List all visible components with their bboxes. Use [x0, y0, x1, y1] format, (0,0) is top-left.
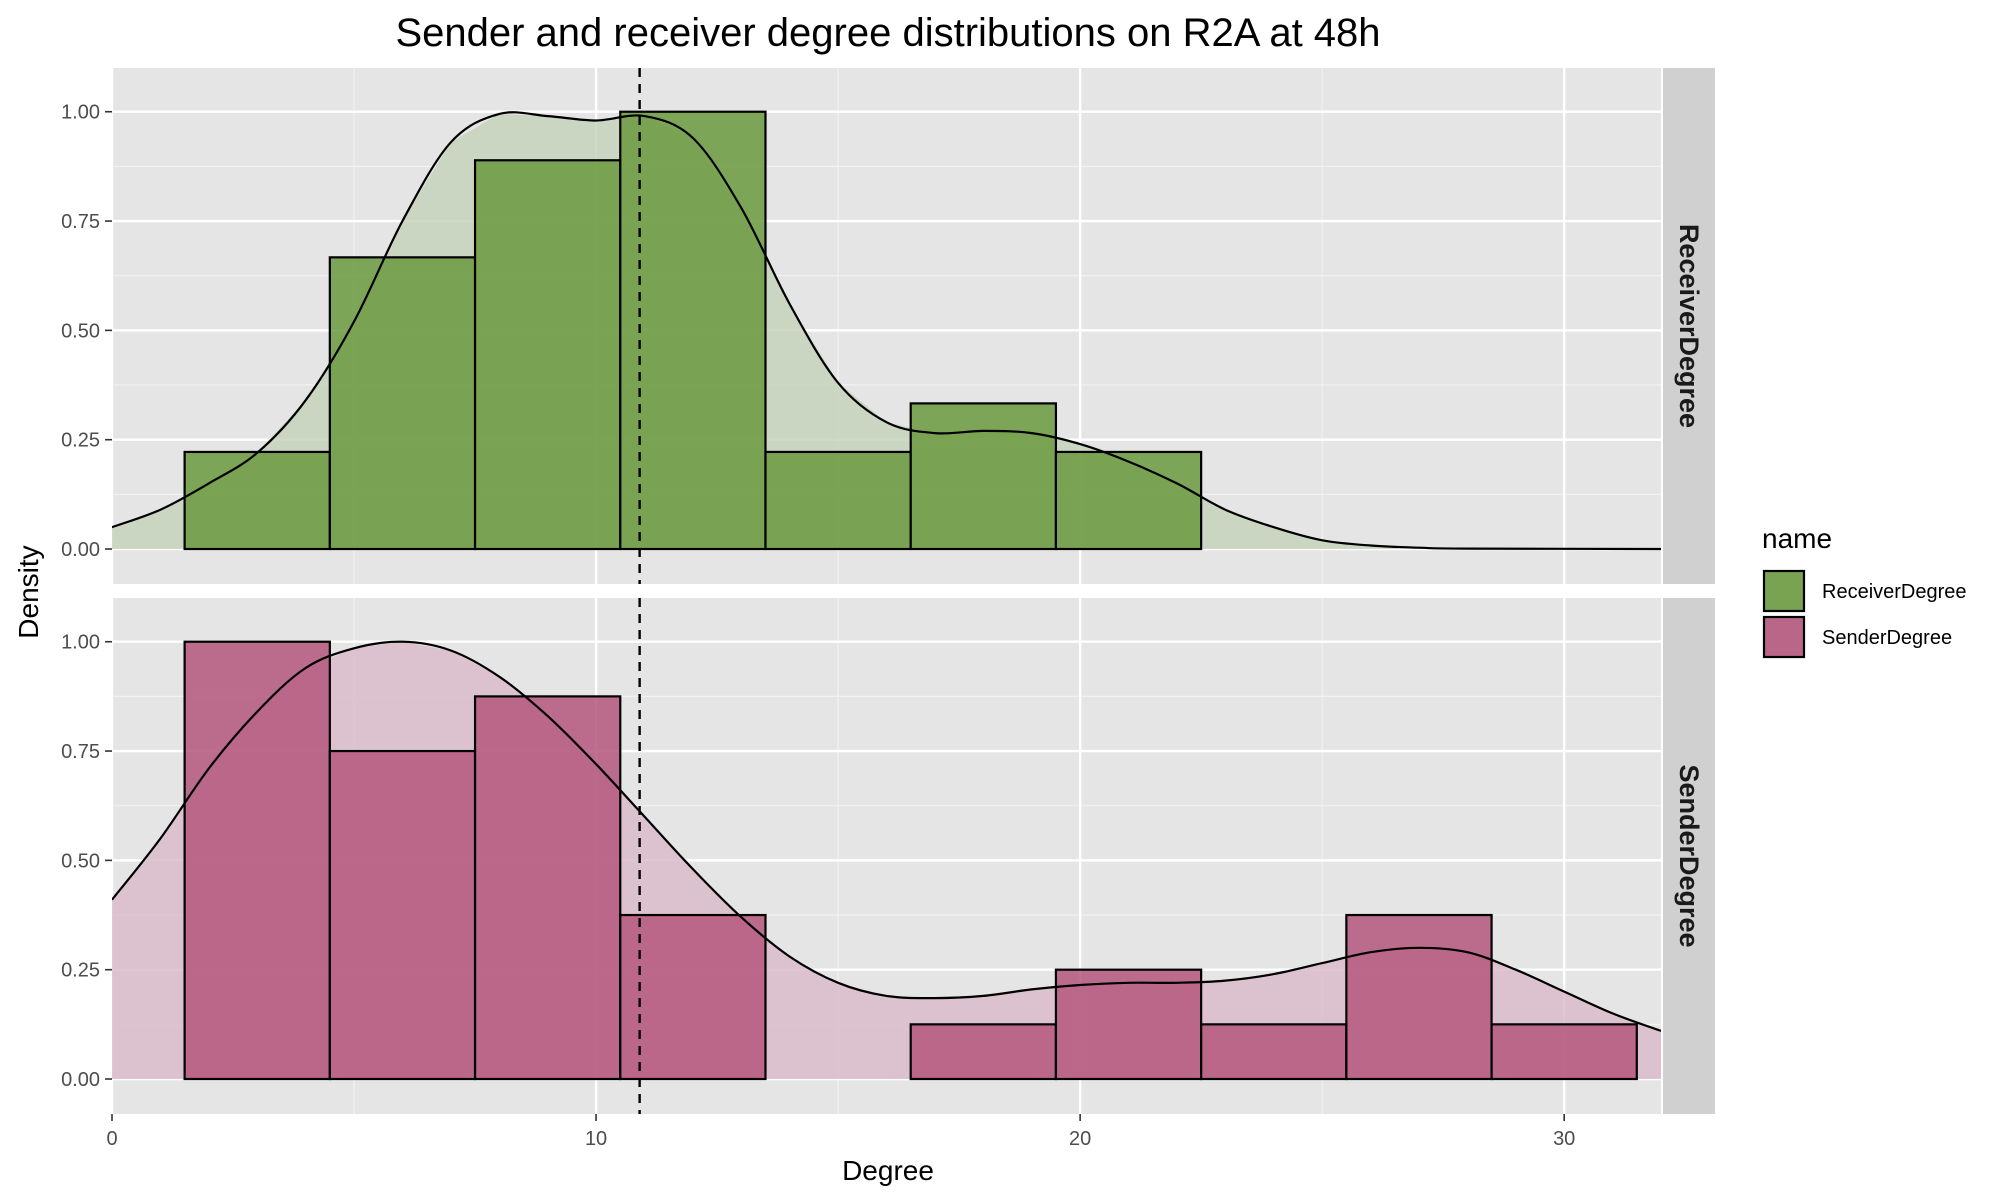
histogram-bar — [1490, 1023, 1638, 1081]
histogram-bar — [183, 640, 331, 1081]
y-tick-label: 1.00 — [61, 102, 100, 124]
histogram-bar — [1054, 450, 1203, 551]
legend-title: name — [1762, 523, 1832, 554]
histogram-bar — [1345, 913, 1493, 1081]
panel-marks — [112, 640, 1661, 1081]
y-tick-label: 0.00 — [61, 1069, 100, 1091]
histogram-bar — [473, 159, 622, 551]
y-tick-label: 0.00 — [61, 539, 100, 561]
histogram-bar — [619, 913, 767, 1081]
panel-receiverdegree: 0.00 0.25 0.50 0.75 1.00 ReceiverDegree — [61, 68, 1715, 584]
facet-strip — [1663, 598, 1715, 1114]
facet-strip — [1663, 68, 1715, 584]
y-tick-label: 0.50 — [61, 320, 100, 342]
histogram-bar — [619, 110, 767, 551]
x-axis: 0 10 20 30 — [106, 1114, 1575, 1150]
y-tick-label: 0.25 — [61, 960, 100, 982]
histogram-bar — [328, 749, 477, 1081]
legend-items: ReceiverDegree SenderDegree — [1762, 569, 1967, 659]
facet-strip-label: ReceiverDegree — [1674, 224, 1704, 428]
facet-panels: 0.000.250.500.751.00ReceiverDegree0.000.… — [61, 68, 1715, 1114]
histogram-bar — [764, 450, 912, 551]
x-tick-label: 20 — [1069, 1128, 1091, 1150]
histogram-bar — [183, 450, 331, 551]
chart-title: Sender and receiver degree distributions… — [395, 11, 1380, 55]
facet-strip-label: SenderDegree — [1674, 764, 1704, 947]
y-tick-label: 0.50 — [61, 850, 100, 872]
panel-marks — [112, 110, 1661, 551]
y-axis-title: Density — [13, 545, 44, 638]
density-curve — [112, 111, 1661, 551]
legend-label: ReceiverDegree — [1822, 581, 1967, 603]
x-tick-label: 30 — [1553, 1128, 1575, 1150]
y-tick-label: 0.75 — [61, 211, 100, 233]
histogram-bar — [909, 402, 1058, 551]
legend-swatch — [1762, 615, 1806, 659]
density-curve — [112, 640, 1661, 1032]
y-tick-label: 0.25 — [61, 430, 100, 452]
histogram-bar — [1200, 1023, 1348, 1081]
y-tick-label: 1.00 — [61, 632, 100, 654]
histogram-bar — [328, 256, 477, 551]
x-tick-label: 10 — [585, 1128, 607, 1150]
histogram-bar — [473, 695, 622, 1081]
legend-label: SenderDegree — [1822, 627, 1952, 649]
legend: name ReceiverDegree SenderDegree — [1762, 523, 1967, 659]
histogram-bar — [909, 1023, 1058, 1081]
panel-senderdegree: 0.00 0.25 0.50 0.75 1.00 SenderDegree — [61, 598, 1715, 1114]
legend-swatch — [1762, 569, 1806, 613]
y-tick-label: 0.75 — [61, 741, 100, 763]
x-axis-title: Degree — [842, 1155, 934, 1186]
x-tick-label: 0 — [106, 1128, 117, 1150]
